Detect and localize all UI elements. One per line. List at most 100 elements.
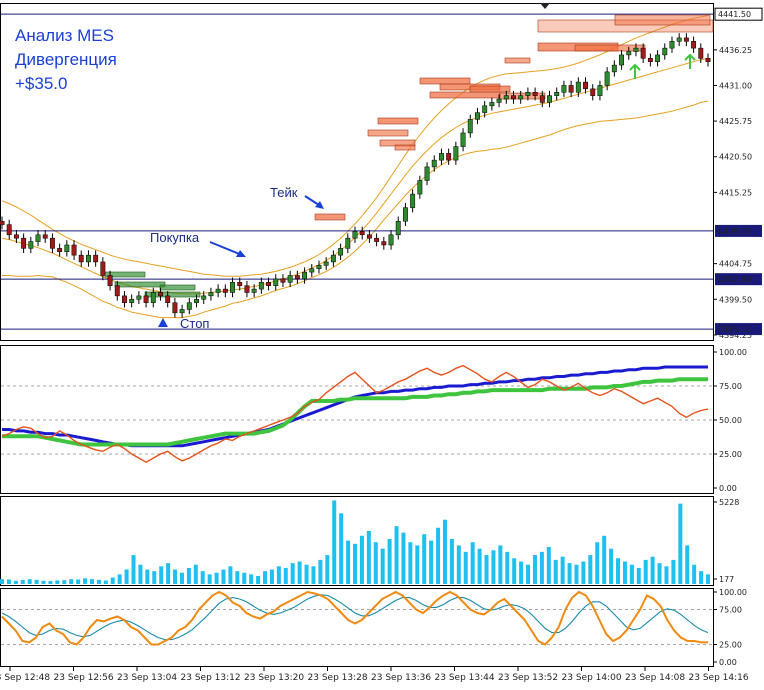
volume-bar xyxy=(415,545,420,584)
candle-body xyxy=(107,275,113,286)
stoch-tick-label: 100.00 xyxy=(719,588,747,597)
candle-body xyxy=(604,71,610,86)
price-tick-label: 4425.75 xyxy=(719,117,752,126)
time-label: 23 Sep 13:12 xyxy=(181,673,241,683)
price-tick-label: 4404.75 xyxy=(719,260,752,269)
candle-body xyxy=(186,302,192,310)
volume-bar xyxy=(706,574,710,584)
volume-bar xyxy=(373,542,378,584)
sell-zone-9 xyxy=(377,117,419,125)
volume-bar xyxy=(269,569,274,584)
volume-bar xyxy=(567,563,572,584)
level-label-bg-3 xyxy=(715,323,762,336)
candle-body xyxy=(150,292,156,303)
buy-zone-1 xyxy=(114,281,166,288)
candle-body xyxy=(158,292,163,297)
time-label: 23 Sep 13:36 xyxy=(371,673,431,683)
price-layer xyxy=(0,13,714,330)
price-tick-label: 4431.00 xyxy=(719,81,752,90)
price-tick-label: 4415.25 xyxy=(719,188,752,197)
volume-bar xyxy=(581,561,586,584)
candle-body xyxy=(431,159,437,168)
volume-bar xyxy=(228,566,233,584)
candle-body xyxy=(647,58,653,62)
candle-body xyxy=(374,237,380,242)
volume-bar xyxy=(290,563,295,584)
time-label: 23 Sep 13:20 xyxy=(244,673,304,683)
candle-body xyxy=(143,295,149,303)
volume-bar xyxy=(560,556,565,584)
candle-body xyxy=(381,241,387,246)
buy-label: Покупка xyxy=(150,230,200,245)
volume-bar xyxy=(76,579,81,584)
volume-bar xyxy=(207,574,212,584)
buy-arrow-head xyxy=(236,250,246,257)
candle-body xyxy=(446,153,452,161)
osc-tick-label: 0.00 xyxy=(719,484,737,493)
candle-body xyxy=(691,41,697,49)
candle-body xyxy=(410,193,416,208)
oscillator-layer xyxy=(1,364,713,464)
candle-body xyxy=(475,112,480,120)
volume-bar xyxy=(429,540,434,584)
volume-bar xyxy=(166,563,171,584)
take-profit-label: Тейк xyxy=(270,185,298,200)
candle-body xyxy=(655,54,661,62)
volume-bar xyxy=(6,579,11,584)
candle-body xyxy=(64,244,70,253)
time-label: 23 Sep 12:56 xyxy=(54,673,114,683)
candle-body xyxy=(294,275,300,280)
candle-body xyxy=(366,234,372,239)
volume-bar xyxy=(636,567,641,584)
volume-bar xyxy=(48,581,53,584)
candle-body xyxy=(388,234,394,246)
candle-body xyxy=(705,58,711,62)
time-label: 23 Sep 14:00 xyxy=(562,673,622,683)
time-label: 23 Sep 12:48 xyxy=(0,673,50,683)
candle-body xyxy=(28,241,34,249)
candle-body xyxy=(114,285,120,297)
osc-series-1 xyxy=(2,377,708,447)
volume-bar xyxy=(401,532,406,584)
volume-layer xyxy=(0,500,710,584)
oscillator-pane-frame xyxy=(0,345,714,494)
lower-band-line xyxy=(2,100,709,319)
volume-bar xyxy=(332,500,337,584)
volume-bar xyxy=(311,566,316,584)
volume-bar xyxy=(380,548,385,584)
volume-bar xyxy=(546,547,551,584)
sell-zone-14 xyxy=(394,144,416,151)
volume-bar xyxy=(69,579,74,584)
volume-bar xyxy=(103,580,108,584)
candle-body xyxy=(57,248,63,253)
candle-body xyxy=(619,54,625,66)
chart-shift-marker[interactable] xyxy=(540,3,550,9)
volume-bar xyxy=(512,558,517,584)
volume-bar xyxy=(629,564,634,584)
candle-body xyxy=(302,271,308,280)
candle-body xyxy=(453,146,459,161)
candle-body xyxy=(626,51,632,56)
volume-bar xyxy=(498,545,503,584)
volume-bar xyxy=(643,559,648,584)
analysis-result: +$35.0 xyxy=(15,74,68,93)
candle-body xyxy=(698,47,704,59)
volume-bar xyxy=(588,555,593,584)
sell-zone-4 xyxy=(419,77,471,85)
osc-series-2 xyxy=(1,364,709,464)
volume-bar xyxy=(422,534,427,584)
candle-body xyxy=(323,261,329,266)
stoch-tick-label: 25.00 xyxy=(719,641,742,650)
axis-layer: 4436.25 4431.00 4425.75 4420.50 4415.25 4404.… xyxy=(0,7,763,683)
candle-body xyxy=(503,95,509,100)
volume-bar xyxy=(650,556,655,584)
volume-bar xyxy=(595,542,600,584)
buy-arrow xyxy=(209,241,243,256)
volume-bar xyxy=(456,545,461,584)
volume-bar xyxy=(152,571,157,584)
candle-body xyxy=(136,295,142,300)
level-label-1: 4409.57 xyxy=(718,227,751,236)
candle-body xyxy=(222,288,228,293)
volume-bar xyxy=(622,561,627,584)
